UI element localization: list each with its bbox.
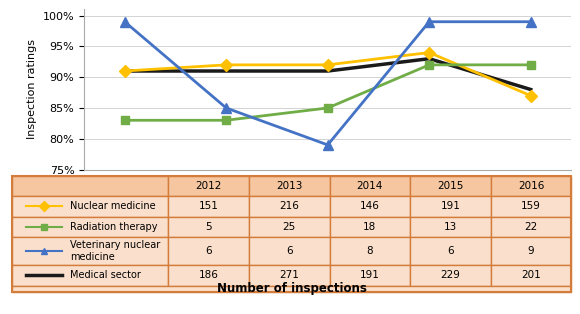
- Y-axis label: Inspection ratings: Inspection ratings: [27, 40, 37, 139]
- FancyBboxPatch shape: [168, 217, 249, 237]
- FancyBboxPatch shape: [491, 196, 571, 217]
- FancyBboxPatch shape: [491, 265, 571, 286]
- Text: 201: 201: [521, 270, 541, 280]
- FancyBboxPatch shape: [410, 265, 491, 286]
- Text: 229: 229: [440, 270, 461, 280]
- FancyBboxPatch shape: [410, 217, 491, 237]
- Text: 2014: 2014: [357, 181, 383, 191]
- FancyBboxPatch shape: [168, 237, 249, 265]
- FancyBboxPatch shape: [249, 265, 329, 286]
- FancyBboxPatch shape: [491, 176, 571, 196]
- Text: 18: 18: [363, 222, 376, 232]
- FancyBboxPatch shape: [491, 237, 571, 265]
- FancyBboxPatch shape: [491, 217, 571, 237]
- Text: 146: 146: [360, 201, 380, 211]
- FancyBboxPatch shape: [329, 217, 410, 237]
- Text: 6: 6: [286, 246, 292, 256]
- Text: 6: 6: [205, 246, 212, 256]
- FancyBboxPatch shape: [12, 237, 168, 265]
- FancyBboxPatch shape: [249, 217, 329, 237]
- Text: 5: 5: [205, 222, 212, 232]
- Text: 2013: 2013: [276, 181, 302, 191]
- FancyBboxPatch shape: [249, 237, 329, 265]
- Text: 25: 25: [282, 222, 296, 232]
- Text: 8: 8: [367, 246, 373, 256]
- FancyBboxPatch shape: [410, 237, 491, 265]
- Text: Nuclear medicine: Nuclear medicine: [70, 201, 156, 211]
- FancyBboxPatch shape: [12, 176, 168, 196]
- FancyBboxPatch shape: [410, 196, 491, 217]
- Text: Number of inspections: Number of inspections: [216, 282, 367, 295]
- FancyBboxPatch shape: [410, 176, 491, 196]
- FancyBboxPatch shape: [329, 196, 410, 217]
- Text: 2015: 2015: [437, 181, 463, 191]
- FancyBboxPatch shape: [329, 237, 410, 265]
- FancyBboxPatch shape: [12, 196, 168, 217]
- Text: 271: 271: [280, 270, 299, 280]
- Text: Radiation therapy: Radiation therapy: [70, 222, 158, 232]
- Text: 191: 191: [360, 270, 380, 280]
- Text: 13: 13: [444, 222, 457, 232]
- FancyBboxPatch shape: [249, 176, 329, 196]
- Text: Veterinary nuclear
medicine: Veterinary nuclear medicine: [70, 240, 161, 262]
- Text: 159: 159: [521, 201, 541, 211]
- Text: 2016: 2016: [518, 181, 544, 191]
- Text: 6: 6: [447, 246, 454, 256]
- FancyBboxPatch shape: [12, 286, 571, 292]
- FancyBboxPatch shape: [12, 265, 168, 286]
- FancyBboxPatch shape: [249, 196, 329, 217]
- Text: Medical sector: Medical sector: [70, 270, 142, 280]
- FancyBboxPatch shape: [329, 176, 410, 196]
- FancyBboxPatch shape: [168, 176, 249, 196]
- FancyBboxPatch shape: [12, 217, 168, 237]
- FancyBboxPatch shape: [168, 196, 249, 217]
- Text: 22: 22: [524, 222, 538, 232]
- Text: 191: 191: [440, 201, 461, 211]
- Text: 2012: 2012: [195, 181, 222, 191]
- Text: 216: 216: [280, 201, 299, 211]
- Text: 186: 186: [199, 270, 219, 280]
- FancyBboxPatch shape: [329, 265, 410, 286]
- FancyBboxPatch shape: [168, 265, 249, 286]
- Text: 151: 151: [199, 201, 219, 211]
- Text: 9: 9: [528, 246, 534, 256]
